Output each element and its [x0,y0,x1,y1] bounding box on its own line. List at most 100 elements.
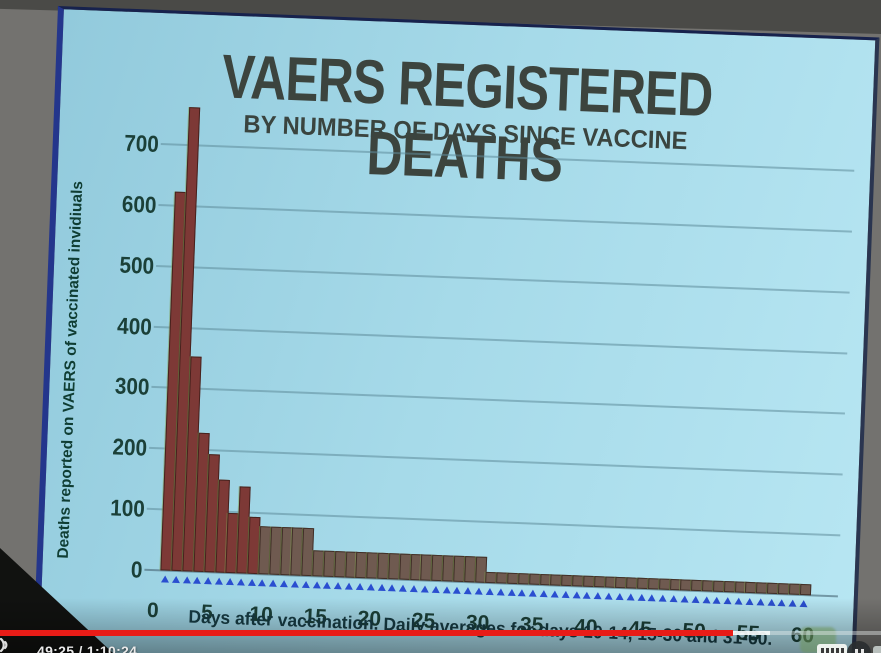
baseline-marker [658,594,668,602]
baseline-marker [777,599,787,607]
time-display: 49:25 / 1:10:24 [37,643,138,653]
baseline-marker [756,598,765,606]
gridline [156,264,850,294]
baseline-marker [615,592,624,601]
baseline-marker [442,586,451,594]
y-tick-label: 600 [121,190,157,218]
bar-day-36 [539,573,552,586]
baseline-marker [788,599,797,607]
baseline-marker [204,577,213,585]
pause-overlay-icon[interactable] [847,641,871,653]
baseline-marker [290,580,299,588]
baseline-marker [236,578,245,586]
gridline [149,447,843,476]
baseline-marker [366,583,375,591]
baseline-marker [301,580,310,589]
baseline-marker [171,575,180,584]
bar-day-58 [777,582,790,595]
more-options-pill[interactable] [817,644,847,653]
y-tick-label: 300 [114,372,150,401]
dot [840,647,844,653]
baseline-marker [182,576,191,584]
baseline-marker [160,575,170,583]
baseline-marker [561,590,570,599]
bar-day-37 [550,574,562,586]
volume-icon[interactable] [0,636,21,653]
baseline-marker [388,584,397,592]
baseline-marker [453,586,462,594]
bar-day-57 [766,582,779,595]
y-tick-label: 500 [119,251,155,279]
baseline-marker [377,583,386,591]
progress-buffered [732,631,770,635]
baseline-marker [626,593,635,601]
baseline-marker [279,579,289,588]
bar-day-42 [604,576,617,588]
baseline-marker [691,595,700,604]
baseline-marker [355,582,364,591]
bar-day-60 [799,583,811,596]
dot [820,647,824,653]
baseline-marker [647,594,657,602]
bar-day-48 [669,578,681,591]
bar-day-43 [615,576,627,589]
baseline-marker [312,581,321,589]
baseline-marker [723,597,732,605]
bar-day-46 [647,577,660,590]
bar-day-32 [496,572,508,584]
baseline-marker [550,590,559,598]
bar-day-49 [680,579,692,591]
bar-day-33 [507,572,519,585]
gridline [153,325,848,355]
baseline-marker [474,587,483,595]
bar-day-51 [702,580,714,592]
bar-day-45 [637,577,649,590]
baseline-marker [409,584,419,593]
bar-day-44 [626,577,638,589]
gridline [151,386,845,415]
y-tick-label: 400 [116,312,153,340]
baseline-marker [680,595,689,603]
progress-bar[interactable] [0,630,881,636]
progress-played [0,630,733,636]
baseline-marker [420,585,429,593]
baseline-marker [582,591,592,599]
bar-day-41 [593,575,606,588]
gridline [158,203,852,233]
bar-day-39 [572,575,584,587]
baseline-marker [528,589,538,597]
bar-day-35 [528,573,541,585]
dot [830,647,834,653]
baseline-marker [604,592,613,600]
baseline-marker [767,598,776,606]
y-tick-label: 200 [112,433,148,462]
baseline-marker [637,593,646,601]
bar-day-53 [723,580,736,593]
baseline-marker [669,594,678,603]
bar-day-56 [756,582,768,594]
bar-day-34 [517,572,530,585]
corner-control[interactable] [873,646,881,653]
baseline-marker [593,592,603,600]
baseline-marker [712,596,722,604]
bar-day-31 [485,571,497,584]
baseline-marker [269,579,278,587]
dot [835,647,839,653]
baseline-marker [398,584,408,592]
baseline-marker [333,582,343,590]
baseline-marker [193,576,202,584]
y-tick-label: 100 [109,494,146,522]
baseline-marker [518,589,527,597]
baseline-marker [323,581,332,589]
plot-area [144,106,855,608]
baseline-marker [247,578,256,587]
pause-bar [854,648,858,653]
progress-remaining [769,631,881,635]
baseline-marker [431,585,440,594]
baseline-marker [344,582,354,590]
baseline-marker [507,588,516,596]
bar-day-59 [788,583,801,595]
bar-day-40 [582,575,595,588]
baseline-marker [463,587,473,595]
